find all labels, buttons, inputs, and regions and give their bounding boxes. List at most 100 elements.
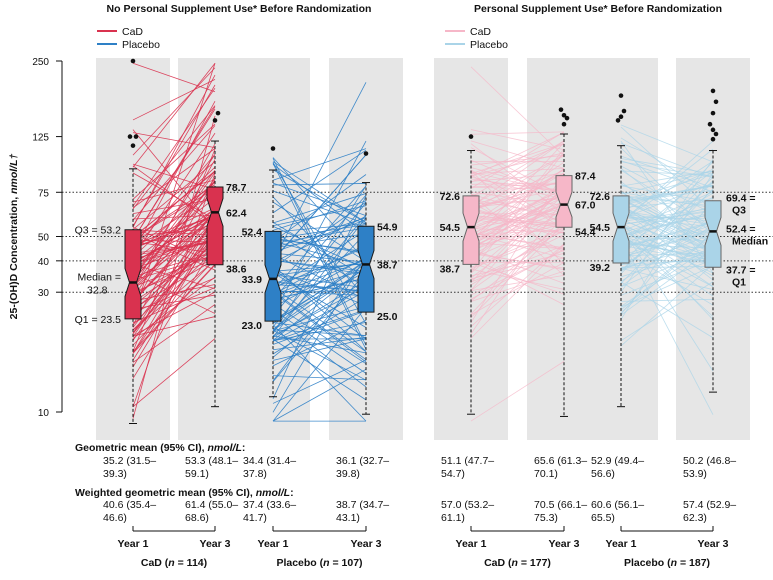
pair-line (132, 226, 216, 264)
median-value: 33.9 (242, 274, 263, 286)
axes: 10 30 40 50 75 125 250 25-(OH)D Concentration, … (8, 57, 714, 532)
pair-line (620, 281, 714, 339)
pair-line (272, 375, 367, 381)
weighted-geometric-mean-value: 61.4 (55.0– (185, 499, 238, 511)
pair-line (272, 281, 367, 292)
pair-line (272, 322, 367, 337)
box-year3-outlier (564, 115, 570, 121)
pair-line (470, 169, 565, 227)
pair-line (470, 207, 565, 234)
box-year3-outlier (713, 131, 719, 137)
pair-line (272, 194, 367, 300)
year-label: Year 3 (549, 538, 580, 550)
pair-line (470, 174, 565, 229)
weighted-geometric-mean-header-part-0: Weighted geometric mean (95% CI), (75, 487, 256, 499)
q3-value: 87.4 (575, 171, 596, 183)
pair-line (132, 100, 216, 253)
pair-line (620, 181, 714, 273)
pair-line (470, 253, 565, 269)
pair-line (272, 246, 367, 289)
box-year1-outlier (130, 58, 136, 64)
pair-line (470, 151, 565, 273)
pair-line (272, 260, 367, 324)
pair-line (132, 172, 216, 289)
pair-line (620, 222, 714, 277)
pair-line (132, 234, 216, 354)
box-year1 (612, 93, 630, 408)
pair-line (470, 262, 565, 316)
group-label: Placebo (n = 107) (276, 557, 362, 569)
pair-line (620, 191, 714, 252)
weighted-geometric-mean-header-part-1: nmol/L (256, 487, 290, 499)
box-year1-body (462, 195, 480, 265)
q3-value: 72.6 (590, 191, 611, 203)
pair-line (132, 338, 216, 408)
q1-label: Q1 = 23.5 (75, 314, 122, 326)
pair-line (620, 225, 714, 282)
pair-line (272, 292, 367, 363)
geometric-mean-value: 34.4 (31.4– (243, 455, 296, 467)
pair-line (620, 161, 714, 258)
median-value: 67.0 (575, 200, 596, 212)
pair-line (272, 193, 367, 224)
pair-line (272, 224, 367, 240)
pair-line (470, 194, 565, 274)
pair-line (272, 257, 367, 308)
box-year3-outlier (710, 136, 716, 142)
pair-line (272, 267, 367, 331)
pair-line (132, 254, 216, 288)
group-label: CaD (n = 177) (484, 557, 551, 569)
pair-line (132, 123, 216, 200)
weighted-geometric-mean-value: 43.1) (336, 512, 360, 524)
pair-line (272, 140, 367, 316)
q1-value: 38.7 (440, 263, 461, 275)
pair-line (132, 230, 216, 368)
median-value: 54.5 (590, 222, 611, 234)
geometric-mean-value: 53.9) (683, 468, 707, 480)
geometric-mean-value: 70.1) (534, 468, 558, 480)
pair-line (272, 195, 367, 400)
pair-line (272, 169, 367, 224)
median-text: Median (732, 235, 768, 247)
pair-line (620, 160, 714, 221)
pair-line (132, 165, 216, 226)
pair-line (620, 211, 714, 237)
pair-line (272, 163, 367, 350)
pair-line (620, 219, 714, 266)
pair-line (620, 204, 714, 269)
median-label: 52.4 = (726, 223, 756, 235)
pair-line (132, 67, 216, 156)
legend-label-placebo: Placebo (470, 39, 508, 51)
pair-line (470, 191, 565, 206)
box-year3-body (555, 175, 573, 228)
pair-line (470, 232, 565, 249)
q1-value: 38.6 (226, 264, 247, 276)
pair-line (620, 231, 714, 260)
group-label-part-1: n (323, 557, 329, 569)
pair-line (470, 262, 565, 295)
pair-line (272, 200, 367, 231)
pair-line (272, 338, 367, 401)
pair-line (272, 306, 367, 332)
weighted-geometric-mean-value: 41.7) (243, 512, 267, 524)
box-plots (124, 58, 722, 424)
box-year1-outlier (615, 118, 621, 123)
weighted-geometric-mean-value: 57.4 (52.9– (683, 499, 736, 511)
geometric-mean-value: 53.3 (48.1– (185, 455, 238, 467)
pair-line (272, 324, 367, 422)
pair-line (620, 248, 714, 316)
pair-line (272, 368, 367, 422)
pair-line (272, 329, 367, 337)
group-label: Placebo (n = 187) (624, 557, 710, 569)
pair-line (272, 321, 367, 342)
group-label: CaD (n = 114) (141, 557, 207, 569)
pair-line (272, 359, 367, 404)
box-year1-body (264, 230, 282, 322)
pair-line (620, 240, 714, 261)
pair-line (272, 336, 367, 351)
pair-line (620, 207, 714, 253)
pair-line (620, 170, 714, 187)
weighted-geometric-mean-header: Weighted geometric mean (95% CI), nmol/L… (75, 487, 294, 499)
pair-line (620, 265, 714, 308)
